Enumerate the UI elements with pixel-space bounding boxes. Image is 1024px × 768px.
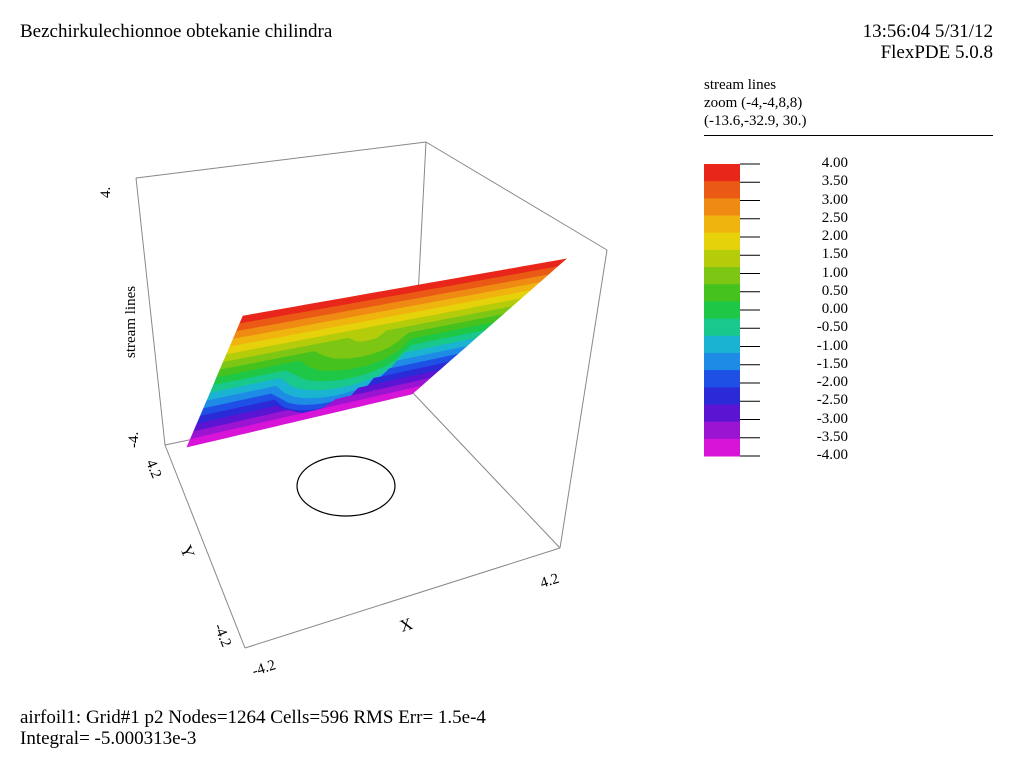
integral-value: Integral= -5.000313e-3 xyxy=(20,728,197,749)
legend-swatch xyxy=(704,232,740,251)
y-axis-label: Y xyxy=(176,542,198,561)
box-edge xyxy=(135,141,427,179)
legend-label: 0.00 xyxy=(821,301,848,317)
box-edge xyxy=(412,392,561,549)
legend-swatch xyxy=(704,215,740,234)
legend-swatch xyxy=(704,370,740,388)
y-tick-min: -4.2 xyxy=(210,622,234,650)
legend-swatch xyxy=(704,318,740,337)
legend-label: -3.00 xyxy=(816,410,848,427)
z-axis-label: stream lines xyxy=(123,286,139,358)
plot-title: Bezchirkulechionnoe obtekanie chilindra xyxy=(20,21,333,42)
legend-label: -2.00 xyxy=(816,374,848,390)
x-axis-label: X xyxy=(397,614,415,636)
legend-swatch xyxy=(704,438,740,457)
legend-label: -1.50 xyxy=(816,355,848,372)
legend-swatch xyxy=(704,335,740,354)
legend-swatch xyxy=(704,404,740,423)
z-tick-max: 4. xyxy=(98,187,114,198)
plot-variable: stream lines xyxy=(704,77,777,93)
legend-label: -1.00 xyxy=(816,337,848,354)
legend-label: 0.50 xyxy=(821,282,848,299)
info-divider xyxy=(704,135,993,136)
legend-label: -2.50 xyxy=(816,392,848,409)
legend-label: 4.00 xyxy=(821,155,848,171)
cylinder-outline xyxy=(296,455,396,517)
legend-label: 3.00 xyxy=(821,191,848,208)
legend-label: 2.00 xyxy=(821,228,848,244)
legend-swatch xyxy=(704,164,740,182)
zoom-info: zoom (-4,-4,8,8) xyxy=(704,95,803,111)
box-edge xyxy=(425,141,608,251)
legend-swatch xyxy=(704,421,740,440)
box-edge xyxy=(164,444,246,649)
legend-swatch xyxy=(704,352,740,371)
box-edge xyxy=(244,547,561,649)
surface-bands xyxy=(186,258,568,448)
x-tick-min: -4.2 xyxy=(250,657,278,680)
legend-swatch xyxy=(704,387,740,405)
z-tick-min: -4. xyxy=(126,432,142,448)
plot-info: stream lines zoom (-4,-4,8,8) (-13.6,-32… xyxy=(704,76,806,130)
x-tick-max: 4.2 xyxy=(538,571,561,592)
legend-label: 1.50 xyxy=(821,246,848,263)
legend-swatch xyxy=(704,249,740,268)
color-legend xyxy=(704,163,760,457)
legend-label: -3.50 xyxy=(816,428,848,445)
legend-label: -0.50 xyxy=(816,319,848,336)
legend-swatch xyxy=(704,181,740,199)
legend-label: 2.50 xyxy=(821,209,848,226)
footer: airfoil1: Grid#1 p2 Nodes=1264 Cells=596… xyxy=(20,707,486,749)
legend-label: 1.00 xyxy=(821,264,848,281)
legend-label: -4.00 xyxy=(816,447,848,463)
box-edge xyxy=(559,249,608,549)
grid-stats: airfoil1: Grid#1 p2 Nodes=1264 Cells=596… xyxy=(20,707,486,728)
legend-swatch xyxy=(704,198,740,217)
box-edge xyxy=(135,177,166,446)
legend-swatch xyxy=(704,284,740,302)
view-point: (-13.6,-32.9, 30.) xyxy=(704,113,807,129)
timestamp: 13:56:04 5/31/12 xyxy=(862,21,993,42)
software-version: FlexPDE 5.0.8 xyxy=(880,42,993,63)
y-tick-max: 4.2 xyxy=(142,458,164,481)
legend-label: 3.50 xyxy=(821,173,848,190)
legend-swatch xyxy=(704,267,740,285)
legend-swatch xyxy=(704,301,740,320)
surface-band xyxy=(186,385,422,448)
